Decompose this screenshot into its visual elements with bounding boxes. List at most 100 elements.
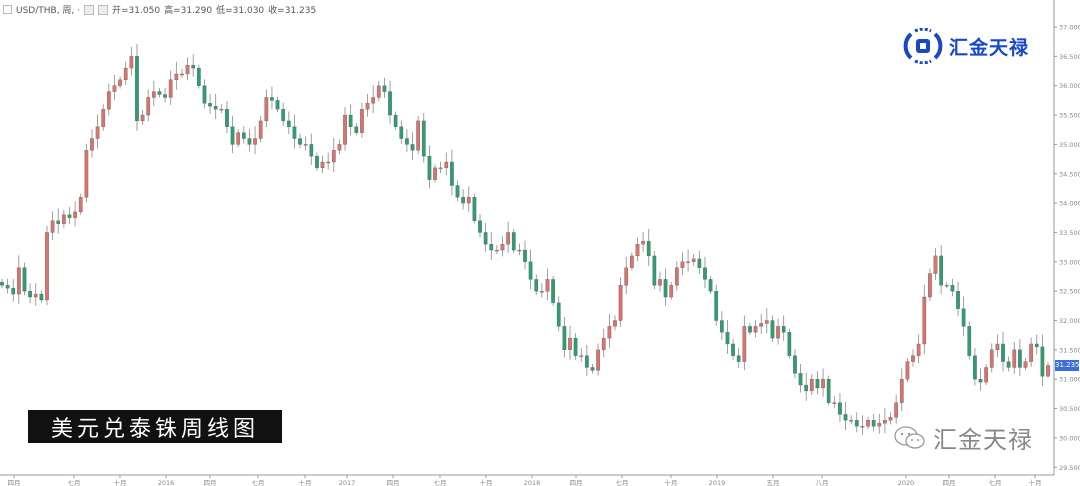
symbol-label[interactable]: USD/THB, 周, · [16, 6, 81, 16]
candle-body [646, 241, 651, 257]
candle-body [984, 367, 988, 383]
y-tick-label: 33.000 [1059, 258, 1080, 266]
candle-body [939, 255, 944, 286]
low-value: 低=31.030 [216, 6, 265, 16]
candle-body [393, 114, 398, 127]
candle [613, 315, 617, 331]
x-tick-label: 七月 [434, 478, 447, 486]
candle-body [337, 144, 342, 151]
candle [697, 250, 702, 275]
candle [1046, 362, 1050, 378]
candle-body [281, 109, 286, 122]
candle [511, 228, 516, 253]
candle-body [663, 279, 668, 298]
candle-body [382, 85, 387, 92]
candle-body [540, 290, 544, 293]
candle-body [298, 138, 302, 145]
x-tick-label: 七月 [252, 478, 265, 486]
logo-text: 汇金天禄 [949, 36, 1030, 59]
candle-body [618, 285, 623, 321]
candle-body [208, 103, 212, 107]
candle-body [753, 326, 758, 333]
candle [607, 314, 612, 348]
candle-body [674, 267, 679, 286]
candle-body [331, 150, 336, 163]
candle [686, 249, 690, 272]
candle-body [697, 258, 702, 268]
candle-body [821, 379, 825, 389]
candle-body [466, 197, 471, 204]
candle [247, 129, 252, 152]
candle [590, 363, 595, 374]
candle [50, 211, 55, 240]
candle-body [719, 320, 724, 333]
candle [123, 61, 128, 85]
candle [629, 252, 634, 271]
candle-body [579, 355, 584, 357]
candle [73, 201, 77, 227]
candle-body [5, 285, 10, 289]
candle-body [798, 373, 803, 386]
candle-body [635, 244, 640, 257]
candle-body [534, 279, 539, 292]
x-tick-label: 2017 [339, 479, 356, 486]
x-tick-label: 十月 [299, 478, 312, 486]
candle-body [151, 91, 156, 98]
candle [33, 283, 38, 306]
x-tick-label: 四月 [943, 479, 956, 486]
x-tick-label: 2018 [524, 479, 541, 486]
candle [208, 93, 212, 114]
candle-body [191, 65, 196, 69]
candle [202, 79, 207, 109]
candle-body [708, 279, 713, 292]
candle [646, 228, 651, 266]
candle [17, 255, 21, 304]
candle-body [596, 349, 600, 371]
candle [95, 114, 100, 149]
y-tick-labels: 37.000 36.500 36.000 35.500 35.000 34.500 34.0… [1054, 24, 1080, 472]
candle-body [517, 249, 522, 252]
candle [708, 275, 713, 294]
candle [995, 334, 1000, 358]
candle-body [973, 355, 977, 380]
candle [556, 296, 561, 332]
candle [303, 136, 308, 151]
calendar-icon[interactable] [3, 5, 12, 14]
candle-body [0, 282, 4, 286]
candles [0, 44, 1050, 435]
candle-body [950, 285, 955, 292]
candle-body [725, 332, 730, 345]
candle [241, 126, 246, 144]
candle [168, 70, 173, 105]
candle [731, 338, 735, 360]
candle [225, 101, 229, 134]
candle [506, 221, 510, 253]
candle-body [686, 261, 690, 263]
candle-body [551, 279, 555, 304]
candle-body [444, 161, 449, 169]
candle [911, 349, 915, 367]
candle-body [967, 326, 972, 356]
candle-body [45, 232, 49, 301]
candle [343, 107, 347, 151]
candle [568, 325, 572, 360]
candle-body [922, 296, 927, 345]
candle-body [478, 220, 482, 233]
candle [421, 112, 426, 163]
candle [478, 214, 482, 238]
candle-body [776, 326, 780, 339]
settings-icon[interactable] [84, 4, 95, 15]
x-tick-label: 十月 [1029, 478, 1042, 486]
candle [354, 123, 359, 136]
candle-body [450, 161, 454, 186]
candle-body [607, 326, 612, 339]
candle-body [888, 417, 893, 421]
candle [489, 231, 494, 260]
candle-body [764, 320, 769, 324]
candle-body [140, 114, 145, 122]
candle-body [629, 255, 634, 268]
compare-icon[interactable] [98, 4, 109, 15]
candle [135, 44, 139, 131]
x-tick-label: 四月 [8, 479, 21, 486]
